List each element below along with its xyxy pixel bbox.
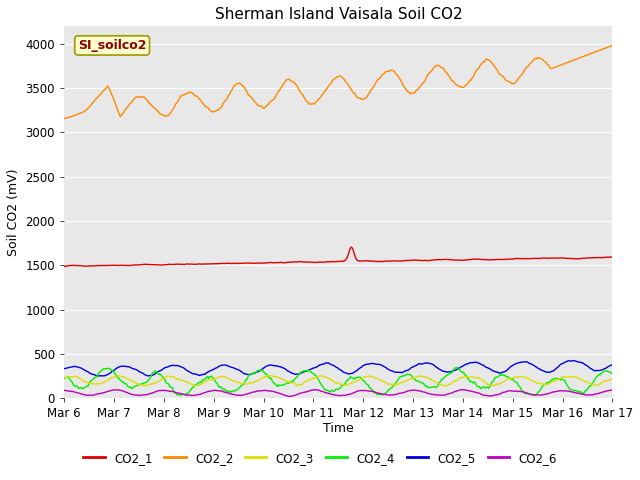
- X-axis label: Time: Time: [323, 421, 354, 435]
- Title: Sherman Island Vaisala Soil CO2: Sherman Island Vaisala Soil CO2: [214, 7, 462, 22]
- Y-axis label: Soil CO2 (mV): Soil CO2 (mV): [7, 168, 20, 256]
- Text: SI_soilco2: SI_soilco2: [78, 39, 147, 52]
- Legend: CO2_1, CO2_2, CO2_3, CO2_4, CO2_5, CO2_6: CO2_1, CO2_2, CO2_3, CO2_4, CO2_5, CO2_6: [79, 447, 561, 469]
